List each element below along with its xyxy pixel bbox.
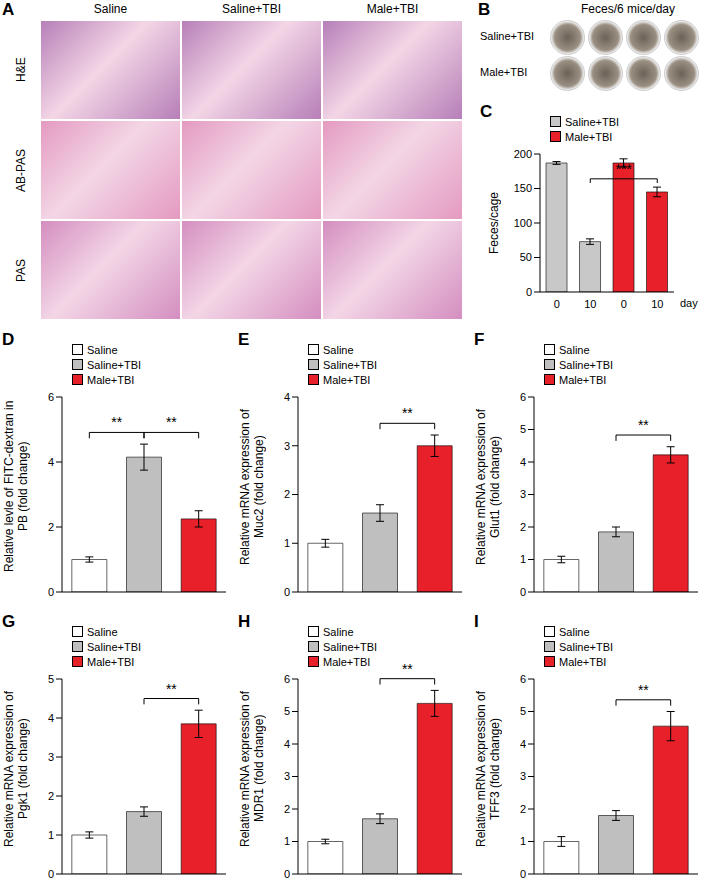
svg-text:0: 0 xyxy=(520,586,526,598)
html-text:Saline: Saline xyxy=(87,343,118,356)
svg-text:**: ** xyxy=(111,414,122,430)
svg-text:0: 0 xyxy=(526,286,532,298)
html-text:Relative mRNA expression of Gl: Relative mRNA expression of Glut1 (fold … xyxy=(474,408,502,565)
svg-text:3: 3 xyxy=(284,770,290,782)
html-text:Relative mRNA expression of Pg: Relative mRNA expression of Pgk1 (fold c… xyxy=(2,690,30,847)
html-text:Saline: Saline xyxy=(559,625,590,638)
svg-text:2: 2 xyxy=(520,803,526,815)
html-text:H: H xyxy=(238,612,251,631)
html-text:Feces/6 mice/day: Feces/6 mice/day xyxy=(581,2,675,16)
html-text:Saline+TBI: Saline+TBI xyxy=(480,30,535,42)
html-text:Saline+TBI: Saline+TBI xyxy=(559,358,614,371)
html-text:Saline+TBI: Saline+TBI xyxy=(565,115,620,128)
html-text:Relative levle of FITC-dextran: Relative levle of FITC-dextran in PB (fo… xyxy=(2,400,30,573)
svg-text:5: 5 xyxy=(48,673,54,685)
html-text:Male+TBI: Male+TBI xyxy=(87,655,135,668)
svg-text:50: 50 xyxy=(520,251,532,263)
svg-text:10: 10 xyxy=(651,298,663,310)
html-text:Relative mRNA expression of TF: Relative mRNA expression of TFF3 (fold c… xyxy=(474,690,502,847)
html-text:Male+TBI: Male+TBI xyxy=(480,66,528,78)
html-text:Male+TBI: Male+TBI xyxy=(323,373,371,386)
svg-text:0: 0 xyxy=(48,586,54,598)
html-text:Saline: Saline xyxy=(93,2,128,16)
html-text:I: I xyxy=(474,612,479,631)
html-text:PAS: PAS xyxy=(14,258,28,282)
html-text:Saline: Saline xyxy=(323,625,354,638)
svg-text:2: 2 xyxy=(520,521,526,533)
svg-text:**: ** xyxy=(638,682,649,698)
svg-text:**: ** xyxy=(166,414,177,430)
svg-text:1: 1 xyxy=(520,553,526,565)
html-text:Relative mRNA expression of MD: Relative mRNA expression of MDR1 (fold c… xyxy=(238,690,266,847)
html-text:AB-PAS: AB-PAS xyxy=(14,148,28,192)
svg-text:4: 4 xyxy=(520,738,526,750)
svg-text:100: 100 xyxy=(514,217,532,229)
html-text:Saline+TBI: Saline+TBI xyxy=(87,358,142,371)
html-text:H&E: H&E xyxy=(14,57,28,83)
html-text:Feces/cage: Feces/cage xyxy=(487,192,501,254)
svg-text:0: 0 xyxy=(554,298,560,310)
html-text:Relative mRNA expression of Mu: Relative mRNA expression of Muc2 (fold c… xyxy=(238,408,266,565)
svg-text:0: 0 xyxy=(284,586,290,598)
svg-text:1: 1 xyxy=(284,537,290,549)
svg-text:10: 10 xyxy=(584,298,596,310)
html-text:G: G xyxy=(2,612,16,631)
svg-text:0: 0 xyxy=(621,298,627,310)
html-text:D: D xyxy=(2,330,15,349)
svg-text:3: 3 xyxy=(520,770,526,782)
html-text:B: B xyxy=(478,0,491,19)
svg-text:3: 3 xyxy=(48,751,54,763)
svg-text:200: 200 xyxy=(514,148,532,160)
html-text:Saline+TBI: Saline+TBI xyxy=(87,640,142,653)
html-text:Male+TBI: Male+TBI xyxy=(323,655,371,668)
svg-text:**: ** xyxy=(166,681,177,697)
svg-text:**: ** xyxy=(402,405,413,421)
svg-text:0: 0 xyxy=(520,868,526,880)
svg-text:1: 1 xyxy=(48,829,54,841)
svg-text:6: 6 xyxy=(284,673,290,685)
svg-text:2: 2 xyxy=(48,521,54,533)
svg-text:6: 6 xyxy=(520,391,526,403)
svg-text:4: 4 xyxy=(520,456,526,468)
svg-text:5: 5 xyxy=(520,705,526,717)
html-text:Saline: Saline xyxy=(323,343,354,356)
html-text:F: F xyxy=(474,330,485,349)
svg-text:2: 2 xyxy=(284,488,290,500)
html-text:Saline: Saline xyxy=(87,625,118,638)
svg-text:0: 0 xyxy=(48,868,54,880)
html-text:Male+TBI: Male+TBI xyxy=(559,655,607,668)
svg-text:0: 0 xyxy=(284,868,290,880)
svg-text:**: ** xyxy=(402,661,413,677)
svg-text:***: *** xyxy=(616,161,633,177)
html-text:Male+TBI: Male+TBI xyxy=(565,130,613,143)
html-text:C: C xyxy=(480,102,493,121)
svg-text:3: 3 xyxy=(520,488,526,500)
html-text:A: A xyxy=(2,0,15,19)
svg-text:day: day xyxy=(680,297,698,309)
svg-text:3: 3 xyxy=(284,440,290,452)
html-text:Male+TBI: Male+TBI xyxy=(366,2,419,16)
html-text:Saline+TBI: Saline+TBI xyxy=(222,2,281,16)
svg-text:150: 150 xyxy=(514,182,532,194)
svg-text:5: 5 xyxy=(520,423,526,435)
svg-text:1: 1 xyxy=(284,835,290,847)
html-text:Male+TBI: Male+TBI xyxy=(559,373,607,386)
html-text:Male+TBI: Male+TBI xyxy=(87,373,135,386)
svg-text:4: 4 xyxy=(284,391,290,403)
svg-text:1: 1 xyxy=(520,835,526,847)
svg-text:5: 5 xyxy=(284,705,290,717)
svg-text:4: 4 xyxy=(48,712,54,724)
svg-text:**: ** xyxy=(638,417,649,433)
svg-text:6: 6 xyxy=(48,391,54,403)
html-text:E: E xyxy=(238,330,250,349)
svg-text:2: 2 xyxy=(284,803,290,815)
html-text:Saline+TBI: Saline+TBI xyxy=(323,640,378,653)
svg-text:2: 2 xyxy=(48,790,54,802)
html-text:Saline+TBI: Saline+TBI xyxy=(559,640,614,653)
svg-text:6: 6 xyxy=(520,673,526,685)
html-text:Saline: Saline xyxy=(559,343,590,356)
svg-text:4: 4 xyxy=(284,738,290,750)
svg-text:4: 4 xyxy=(48,456,54,468)
html-text:Saline+TBI: Saline+TBI xyxy=(323,358,378,371)
